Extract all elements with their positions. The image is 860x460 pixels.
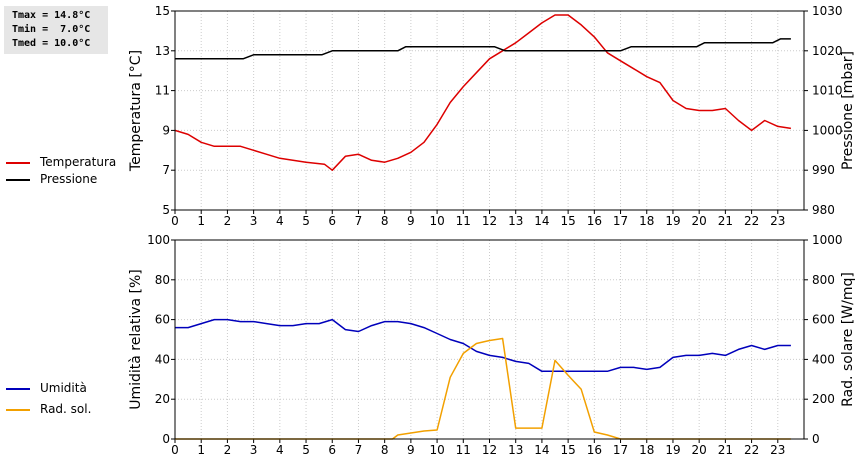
stats-box: Tmax = 14.8°C Tmin = 7.0°C Tmed = 10.0°C [4, 6, 108, 54]
x-tick-label: 10 [429, 214, 444, 228]
y-axis-title: Umidità relativa [%] [128, 269, 144, 410]
y-tick-label: 9 [162, 123, 170, 137]
y2-tick-label: 1030 [812, 4, 843, 18]
y2-tick-label: 200 [812, 392, 835, 406]
x-tick-label: 21 [718, 443, 733, 457]
y-tick-label: 20 [155, 392, 170, 406]
x-tick-label: 22 [744, 214, 759, 228]
y-axis-title: Temperatura [°C] [128, 50, 144, 172]
y-tick-label: 40 [155, 352, 170, 366]
x-tick-label: 5 [302, 214, 310, 228]
y2-tick-label: 1010 [812, 84, 843, 98]
x-tick-label: 23 [770, 214, 785, 228]
x-tick-label: 18 [639, 214, 654, 228]
legend-swatch-umidita [6, 388, 30, 390]
y2-tick-label: 1000 [812, 233, 843, 247]
series-line-pressione [175, 38, 791, 60]
y2-axis-title: Pressione [mbar] [840, 51, 856, 170]
legend-swatch-pressione [6, 179, 30, 181]
series-line-temperatura [174, 14, 792, 171]
x-tick-label: 20 [692, 443, 707, 457]
x-tick-label: 8 [381, 443, 389, 457]
x-tick-label: 15 [560, 214, 575, 228]
chart-2: 0 1 2 3 4 5 6 7 8 9 10 11 12 13 14 15 16 17 18 19 20 21 22 2302… [128, 233, 856, 457]
y-tick-label: 5 [162, 203, 170, 217]
y2-tick-label: 0 [812, 432, 820, 446]
y-tick-label: 15 [155, 4, 170, 18]
series-line-umidit- [175, 318, 791, 373]
x-tick-label: 11 [456, 214, 471, 228]
x-tick-label: 22 [744, 443, 759, 457]
y-tick-label: 80 [155, 273, 170, 287]
x-tick-label: 9 [407, 214, 415, 228]
plot-frame [174, 10, 805, 211]
y2-tick-label: 600 [812, 313, 835, 327]
y-tick-label: 60 [155, 313, 170, 327]
chart-1: 0 1 2 3 4 5 6 7 8 9 10 11 12 13 14 15 16 17 18 19 20 21 22 2357… [128, 4, 856, 228]
x-tick-label: 12 [482, 443, 497, 457]
y-tick-label: 7 [162, 163, 170, 177]
y2-tick-label: 400 [812, 352, 835, 366]
x-tick-label: 4 [276, 443, 284, 457]
x-tick-label: 16 [587, 214, 602, 228]
y-tick-label: 11 [155, 84, 170, 98]
x-tick-label: 16 [587, 443, 602, 457]
x-tick-label: 1 [197, 214, 205, 228]
x-tick-label: 4 [276, 214, 284, 228]
x-tick-label: 2 [224, 443, 232, 457]
y2-tick-label: 990 [812, 163, 835, 177]
y2-tick-label: 980 [812, 203, 835, 217]
plot-frame [174, 239, 805, 440]
stat-tmax: Tmax = 14.8°C [12, 10, 91, 21]
x-tick-label: 0 [171, 443, 179, 457]
legend-swatch-rad-sol [6, 409, 30, 411]
x-tick-label: 15 [560, 443, 575, 457]
x-tick-label: 17 [613, 443, 628, 457]
x-tick-label: 6 [328, 443, 336, 457]
y2-tick-label: 1020 [812, 44, 843, 58]
x-tick-label: 18 [639, 443, 654, 457]
x-tick-label: 20 [692, 214, 707, 228]
x-tick-label: 14 [534, 214, 549, 228]
x-tick-label: 9 [407, 443, 415, 457]
x-tick-label: 19 [665, 214, 680, 228]
y2-axis-title: Rad. solare [W/mq] [840, 272, 856, 407]
legend-label-pressione: Pressione [40, 172, 98, 186]
legend-label-rad-sol: Rad. sol. [40, 402, 92, 416]
y-tick-label: 100 [147, 233, 170, 247]
x-tick-label: 17 [613, 214, 628, 228]
y2-tick-label: 800 [812, 273, 835, 287]
x-tick-label: 11 [456, 443, 471, 457]
x-tick-label: 2 [224, 214, 232, 228]
legend-label-umidita: Umidità [40, 381, 87, 395]
x-tick-label: 3 [250, 214, 258, 228]
x-tick-label: 23 [770, 443, 785, 457]
x-tick-label: 13 [508, 443, 523, 457]
stat-tmed: Tmed = 10.0°C [12, 38, 91, 49]
x-tick-label: 0 [171, 214, 179, 228]
x-tick-label: 14 [534, 443, 549, 457]
x-tick-label: 3 [250, 443, 258, 457]
x-tick-label: 7 [355, 214, 363, 228]
stat-tmin: Tmin = 7.0°C [12, 24, 91, 35]
x-tick-label: 21 [718, 214, 733, 228]
y-tick-label: 13 [155, 44, 170, 58]
x-tick-label: 6 [328, 214, 336, 228]
legend-label-temperatura: Temperatura [40, 155, 117, 169]
legend-swatch-temperatura [6, 162, 30, 164]
x-tick-label: 12 [482, 214, 497, 228]
x-tick-label: 13 [508, 214, 523, 228]
x-tick-label: 7 [355, 443, 363, 457]
x-tick-label: 8 [381, 214, 389, 228]
x-tick-label: 5 [302, 443, 310, 457]
y2-tick-label: 1000 [812, 123, 843, 137]
y-tick-label: 0 [162, 432, 170, 446]
x-tick-label: 10 [429, 443, 444, 457]
x-tick-label: 1 [197, 443, 205, 457]
x-tick-label: 19 [665, 443, 680, 457]
series-line-rad-sol- [175, 337, 791, 440]
